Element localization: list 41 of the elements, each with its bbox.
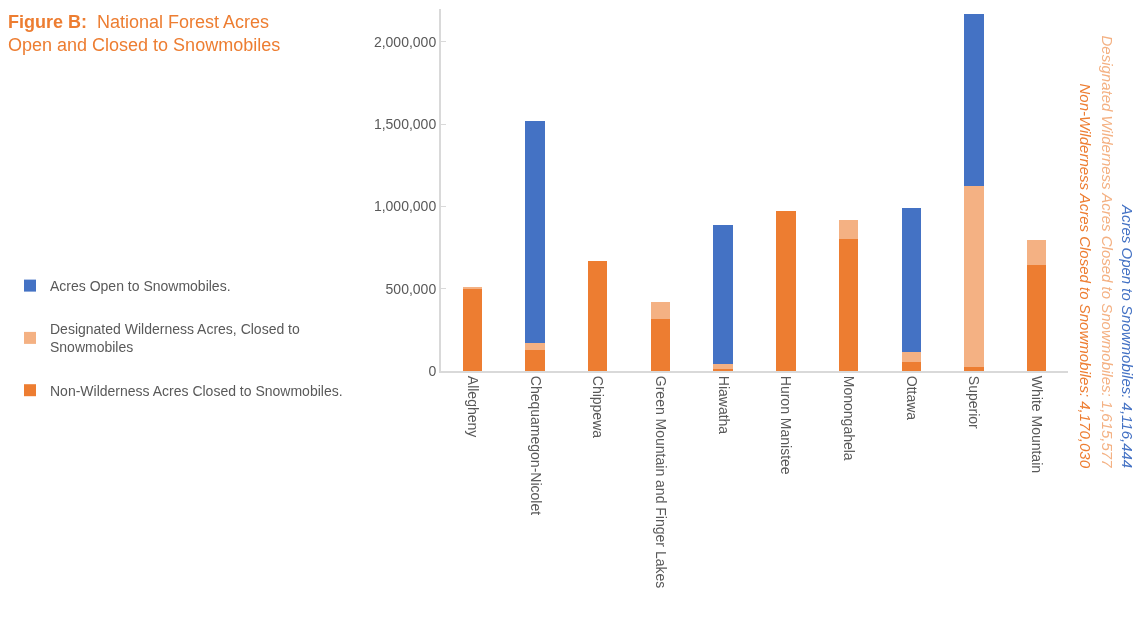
legend-label: Non-Wilderness Acres Closed to Snowmobiles.: [50, 382, 343, 399]
text: Figure B: National Forest Acres Open and Closed to Snowmobiles: [8, 12, 281, 56]
y-tick-label: 2,000,000: [373, 33, 437, 50]
bar: [964, 13, 984, 186]
bar: [838, 239, 859, 371]
bar: [964, 185, 984, 367]
bar: [588, 260, 608, 371]
text: Designated Wilderness Acres Closed to Snowmobiles: 1,615,577: [1098, 35, 1116, 469]
bar: [776, 210, 796, 371]
bar: [650, 319, 671, 371]
y-tick-label: 500,000: [385, 280, 437, 297]
text: Non-Wilderness Acres Closed to Snowmobiles: 4,170,030: [1076, 83, 1094, 469]
bar: [462, 288, 483, 371]
x-tick-label: Ottawa: [903, 375, 920, 421]
bar: [525, 343, 545, 351]
x-tick-label: Chippewa: [590, 375, 607, 439]
legend-label: Acres Open to Snowmobiles.: [50, 278, 231, 295]
legend-label: Designated Wilderness Acres, Closed to Snowmobiles: [50, 321, 300, 356]
x-tick-label: Huron Manistee: [778, 375, 795, 475]
bar: [838, 220, 859, 240]
x-tick-label: Chequamegon-Nicolet: [527, 375, 544, 516]
bar: [650, 301, 671, 320]
bar: [713, 224, 733, 364]
x-tick-label: Green Mountain and Finger Lakes: [652, 375, 669, 589]
x-tick-label: Hiawatha: [715, 375, 732, 435]
bar: [964, 366, 984, 371]
x-tick-label: Monongahela: [841, 375, 857, 461]
bar: [525, 120, 545, 344]
bar: [901, 352, 921, 362]
x-tick-label: Superior: [966, 375, 983, 430]
x-tick-label: White Mountain: [1029, 375, 1046, 474]
bar: [1026, 240, 1047, 265]
y-tick-label: 1,000,000: [373, 198, 437, 215]
y-tick-label: 1,500,000: [373, 116, 437, 133]
x-tick-label: Allegheny: [464, 375, 481, 438]
bar: [901, 361, 921, 371]
text: Acres Open to Snowmobiles: 4,116,444: [1119, 204, 1136, 469]
y-tick-label: 0: [428, 362, 437, 379]
bar: [525, 350, 545, 371]
bar: [901, 208, 921, 353]
bar: [1026, 264, 1047, 371]
